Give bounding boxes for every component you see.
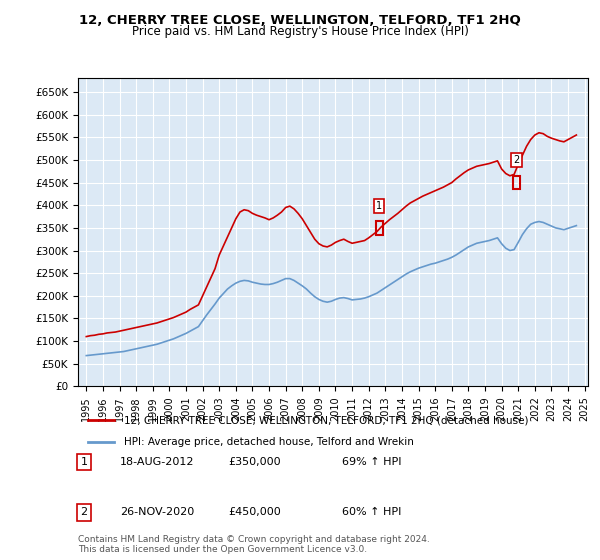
Text: 2: 2 bbox=[514, 155, 520, 165]
Text: 12, CHERRY TREE CLOSE, WELLINGTON, TELFORD, TF1 2HQ (detached house): 12, CHERRY TREE CLOSE, WELLINGTON, TELFO… bbox=[124, 415, 529, 425]
Text: £350,000: £350,000 bbox=[228, 457, 281, 467]
Text: Contains HM Land Registry data © Crown copyright and database right 2024.
This d: Contains HM Land Registry data © Crown c… bbox=[78, 535, 430, 554]
Text: 18-AUG-2012: 18-AUG-2012 bbox=[120, 457, 194, 467]
Text: 60% ↑ HPI: 60% ↑ HPI bbox=[342, 507, 401, 517]
Text: 1: 1 bbox=[80, 457, 88, 467]
Text: 1: 1 bbox=[376, 200, 382, 211]
Text: 69% ↑ HPI: 69% ↑ HPI bbox=[342, 457, 401, 467]
Text: HPI: Average price, detached house, Telford and Wrekin: HPI: Average price, detached house, Telf… bbox=[124, 437, 414, 447]
Text: 26-NOV-2020: 26-NOV-2020 bbox=[120, 507, 194, 517]
Text: £450,000: £450,000 bbox=[228, 507, 281, 517]
Text: 2: 2 bbox=[80, 507, 88, 517]
Text: Price paid vs. HM Land Registry's House Price Index (HPI): Price paid vs. HM Land Registry's House … bbox=[131, 25, 469, 38]
Text: 12, CHERRY TREE CLOSE, WELLINGTON, TELFORD, TF1 2HQ: 12, CHERRY TREE CLOSE, WELLINGTON, TELFO… bbox=[79, 14, 521, 27]
